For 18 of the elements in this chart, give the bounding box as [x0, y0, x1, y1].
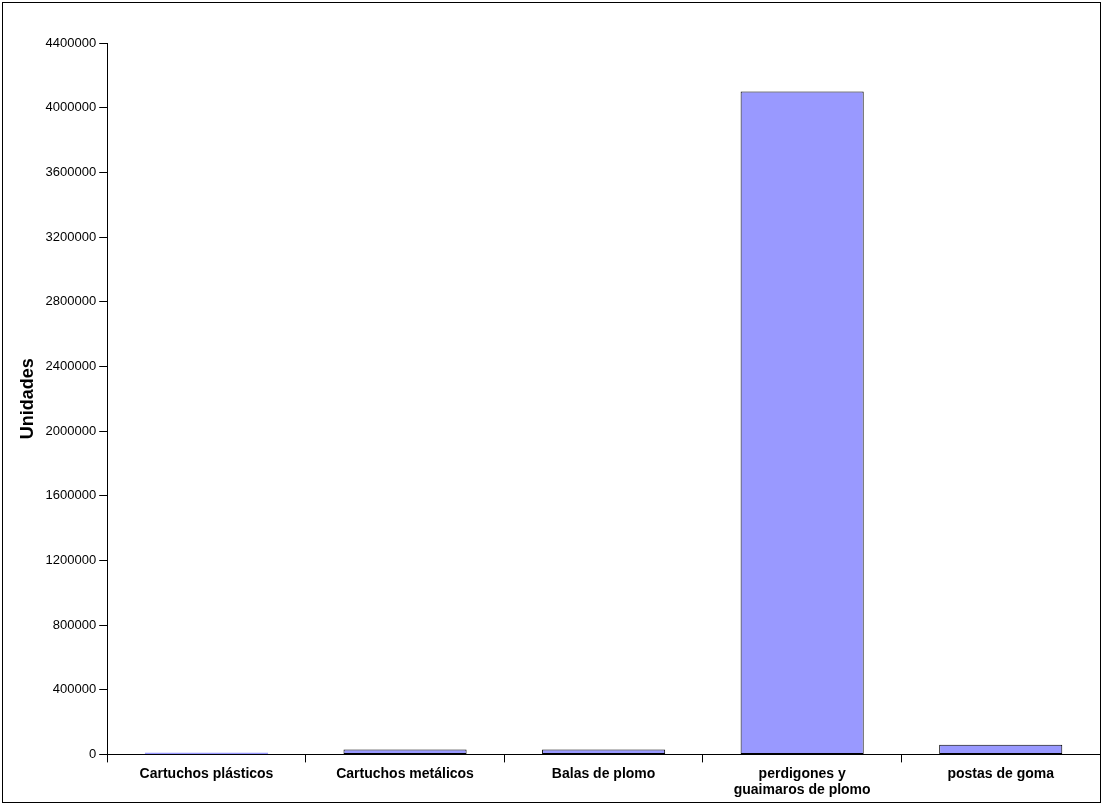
x-tick-label: Balas de plomo	[551, 764, 656, 781]
y-tick-label: 2400000	[45, 357, 97, 373]
y-tick-label: 4400000	[45, 34, 97, 50]
y-tick-label: 1600000	[45, 487, 97, 503]
x-tick-label: Cartuchos metálicos	[336, 764, 475, 781]
y-tick-label: 4000000	[45, 99, 97, 115]
y-tick-label: 3200000	[45, 228, 97, 244]
y-tick-label: 1200000	[45, 551, 97, 567]
y-tick-label: 3600000	[45, 163, 97, 179]
y-tick-label: 2800000	[45, 293, 97, 309]
x-tick-label: perdigones y guaimaros de plomo	[733, 764, 871, 798]
y-tick-label: 2000000	[45, 422, 97, 438]
x-tick-label: Cartuchos plásticos	[139, 764, 274, 781]
y-tick-label: 400000	[52, 681, 97, 697]
y-tick-label: 0	[88, 745, 97, 761]
y-tick-label: 800000	[52, 616, 97, 632]
x-tick-label: postas de goma	[947, 764, 1055, 781]
y-axis-title: Unidades	[16, 358, 37, 440]
